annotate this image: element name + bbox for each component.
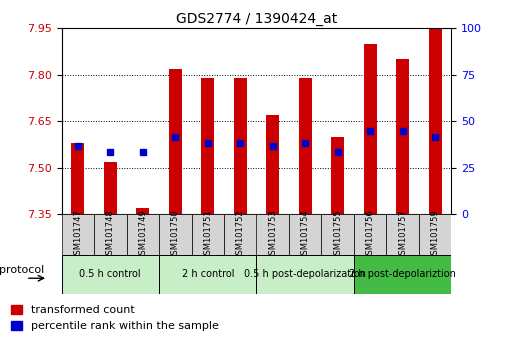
Text: 2 h post-depolariztion: 2 h post-depolariztion [349, 269, 456, 279]
Bar [322, 214, 354, 255]
Text: GSM101753: GSM101753 [268, 209, 277, 260]
Text: 2 h control: 2 h control [182, 269, 234, 279]
Bar [396, 59, 409, 214]
Bar [429, 28, 442, 214]
Title: GDS2774 / 1390424_at: GDS2774 / 1390424_at [176, 12, 337, 26]
Text: 0.5 h control: 0.5 h control [80, 269, 141, 279]
Text: GSM101755: GSM101755 [333, 209, 342, 260]
Bar [127, 214, 159, 255]
Legend: transformed count, percentile rank within the sample: transformed count, percentile rank withi… [6, 299, 225, 337]
Bar [94, 214, 127, 255]
Text: GSM101752: GSM101752 [236, 209, 245, 260]
Bar [266, 115, 279, 214]
Text: GSM101757: GSM101757 [398, 209, 407, 260]
Bar [71, 143, 84, 214]
Bar [159, 255, 256, 294]
Text: GSM101756: GSM101756 [366, 209, 374, 260]
Text: protocol: protocol [0, 266, 44, 275]
Bar [386, 214, 419, 255]
Bar [289, 214, 322, 255]
Bar [224, 214, 256, 255]
Text: GSM101759: GSM101759 [431, 209, 440, 260]
Bar [299, 78, 312, 214]
Bar [191, 214, 224, 255]
Bar [331, 137, 344, 214]
Text: 0.5 h post-depolarization: 0.5 h post-depolarization [244, 269, 366, 279]
Bar [136, 208, 149, 214]
Bar [256, 214, 289, 255]
Bar [201, 78, 214, 214]
Bar [354, 214, 386, 255]
Text: GSM101751: GSM101751 [203, 209, 212, 260]
Text: GSM101748: GSM101748 [106, 209, 115, 260]
Bar [62, 214, 94, 255]
Bar [364, 44, 377, 214]
Bar [354, 255, 451, 294]
Bar [256, 255, 354, 294]
Bar [159, 214, 191, 255]
Text: GSM101749: GSM101749 [139, 209, 147, 260]
Bar [419, 214, 451, 255]
Bar [169, 69, 182, 214]
Text: GSM101754: GSM101754 [301, 209, 310, 260]
Bar [62, 255, 159, 294]
Bar [104, 161, 117, 214]
Text: GSM101747: GSM101747 [73, 209, 82, 260]
Bar [234, 78, 247, 214]
Text: GSM101750: GSM101750 [171, 209, 180, 260]
